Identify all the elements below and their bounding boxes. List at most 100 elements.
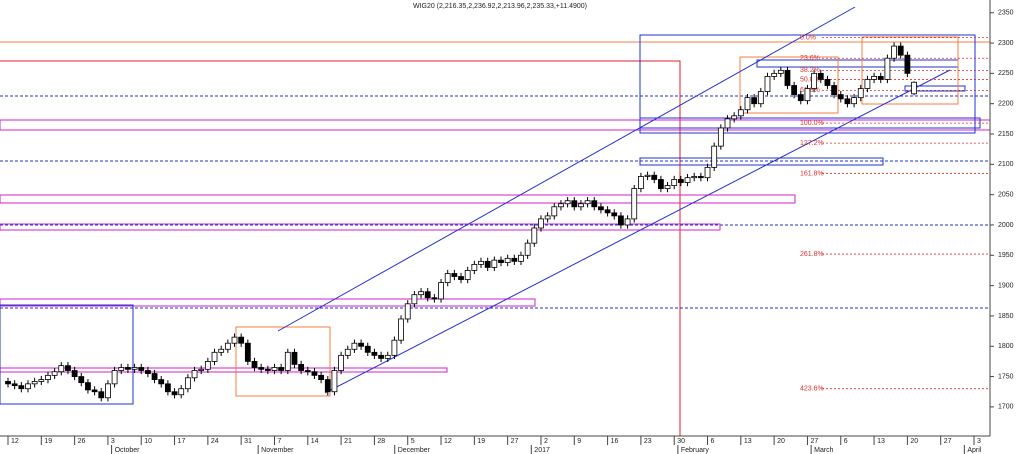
candle-body	[578, 203, 584, 208]
candle-body	[538, 218, 544, 229]
candle-body	[598, 206, 604, 211]
zone	[0, 194, 796, 204]
candle-body	[911, 81, 917, 95]
candle-body	[118, 367, 125, 371]
fib-label: 127.2%	[800, 140, 824, 147]
x-tick-label: 20	[910, 438, 918, 445]
candle-body	[164, 383, 171, 393]
candle-body	[571, 200, 578, 208]
candle-body	[697, 176, 704, 179]
y-tick-label: 1900	[998, 282, 1014, 289]
x-tick-label: 20	[777, 438, 785, 445]
candle-body	[318, 374, 325, 381]
candle-body	[558, 203, 564, 208]
candle-body	[444, 273, 451, 283]
candle-body	[671, 179, 678, 186]
candle-body	[191, 370, 198, 379]
fib-label: 50.0%	[800, 76, 820, 83]
candle-body	[591, 200, 598, 208]
x-tick-label: 26	[78, 438, 86, 445]
candle-body	[51, 371, 58, 376]
x-tick-label: 14	[311, 438, 319, 445]
candle-body	[877, 76, 884, 80]
candle-body	[418, 291, 424, 296]
x-tick-label: 3	[111, 438, 115, 445]
candle-body	[884, 57, 891, 80]
candle-body	[724, 118, 731, 129]
candle-body	[584, 200, 591, 205]
candle-body	[498, 259, 504, 263]
x-tick-label: 12	[11, 438, 19, 445]
fib-label: 100.0%	[800, 120, 824, 127]
candle-body	[851, 97, 857, 105]
candle-body	[824, 79, 831, 86]
candle-body	[531, 227, 538, 244]
channel-line	[277, 6, 856, 332]
candle-body	[504, 257, 511, 263]
candle-body	[611, 212, 618, 217]
candle-body	[264, 368, 271, 371]
x-tick-label: 2	[544, 438, 548, 445]
candle-body	[251, 361, 258, 368]
x-tick-label: 30	[677, 438, 685, 445]
candle-body	[85, 382, 91, 391]
candle-body	[384, 354, 391, 359]
candle-body	[45, 374, 51, 381]
candle-body	[271, 367, 278, 371]
candle-body	[431, 297, 438, 300]
candle-body	[184, 377, 191, 390]
candle-body	[677, 179, 684, 183]
candle-body	[291, 351, 298, 365]
candle-body	[378, 354, 384, 359]
candle-body	[897, 45, 904, 56]
candle-body	[751, 97, 758, 105]
candle-body	[831, 85, 838, 95]
candle-body	[551, 206, 558, 217]
candle-body	[871, 76, 877, 80]
candle-body	[478, 260, 484, 265]
candle-body	[604, 209, 611, 214]
chart-title: WIG20 (2,216.35,2,236.92,2,213.96,2,235.…	[413, 3, 587, 10]
candle-body	[178, 388, 185, 396]
candle-body	[298, 364, 305, 371]
candle-body	[731, 115, 738, 120]
candle-body	[198, 368, 205, 371]
x-tick-label: 19	[477, 438, 485, 445]
candle-body	[278, 367, 285, 371]
candle-body	[704, 166, 711, 179]
candle-body	[564, 200, 571, 205]
candle-body	[464, 270, 471, 280]
channel-line	[324, 69, 951, 394]
candle-body	[18, 385, 25, 390]
x-tick-label: 21	[344, 438, 352, 445]
x-tick-label: 13	[744, 438, 752, 445]
candle-body	[511, 257, 518, 262]
candle-body	[38, 379, 45, 382]
y-tick-label: 1700	[998, 404, 1014, 411]
candle-body	[657, 179, 664, 189]
zone	[0, 223, 721, 231]
candle-body	[211, 351, 218, 362]
candle-body	[638, 176, 644, 189]
candle-body	[451, 273, 458, 277]
candle-body	[65, 365, 71, 371]
x-tick-label: 19	[44, 438, 52, 445]
candle-body	[258, 367, 265, 370]
candle-body	[371, 351, 378, 356]
x-tick-label: 7	[277, 438, 281, 445]
candle-body	[757, 91, 764, 105]
x-tick-label: 3	[977, 438, 981, 445]
candle-body	[58, 365, 65, 373]
fib-label: 38.2%	[800, 67, 820, 74]
candle-body	[404, 303, 411, 320]
month-label: February	[681, 447, 710, 454]
month-label: 2017	[534, 447, 550, 454]
candle-body	[777, 69, 784, 74]
x-tick-label: 13	[877, 438, 885, 445]
candle-body	[857, 88, 864, 99]
y-tick-label: 1750	[998, 373, 1014, 380]
candle-body	[125, 367, 131, 370]
candle-body	[471, 263, 478, 271]
y-tick-label: 2050	[998, 191, 1014, 198]
